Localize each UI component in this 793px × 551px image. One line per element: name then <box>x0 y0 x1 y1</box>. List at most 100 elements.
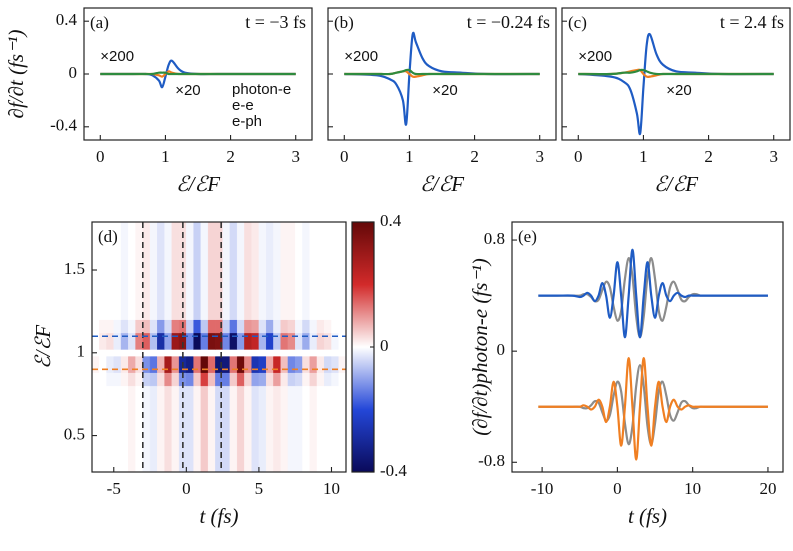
colorbar-tick-label: 0 <box>380 336 389 355</box>
y-tick-label: 0.4 <box>56 10 78 29</box>
heat-cell <box>338 349 347 357</box>
panel-label: (c) <box>568 13 587 32</box>
heat-cell <box>287 385 296 473</box>
heat-cell <box>193 385 202 473</box>
x-axis-label: t (fs) <box>199 504 238 528</box>
heat-cell <box>186 355 194 373</box>
heat-cell <box>324 332 332 350</box>
heat-cell <box>244 319 252 334</box>
heat-cell <box>295 385 303 473</box>
heat-cell <box>287 372 296 387</box>
heat-cell <box>157 372 165 387</box>
time-annotation: t = −0.24 fs <box>467 12 550 32</box>
heat-cell <box>142 319 151 334</box>
heat-cell <box>222 319 231 334</box>
heat-cell <box>135 385 144 473</box>
x-tick-label: 5 <box>255 479 264 498</box>
heat-cell <box>331 349 339 357</box>
heat-cell <box>171 355 180 373</box>
heat-cell <box>229 385 238 473</box>
heat-cell <box>222 349 231 357</box>
heat-cell <box>186 372 194 387</box>
heat-cell <box>120 385 129 473</box>
x-tick-label: 10 <box>684 479 701 498</box>
scale-label: ×200 <box>578 48 612 65</box>
heat-cell <box>265 372 274 387</box>
heat-cell <box>324 349 332 357</box>
heat-cell <box>171 332 180 350</box>
series-line <box>100 71 296 76</box>
heat-cell <box>324 221 332 320</box>
heat-cell <box>287 221 296 320</box>
heat-cell <box>244 349 252 357</box>
heat-cell <box>186 332 194 350</box>
heat-cell <box>128 349 136 357</box>
heat-cell <box>207 332 216 350</box>
heat-cell <box>193 221 202 320</box>
heat-cell <box>309 385 318 473</box>
heat-cell <box>302 319 310 334</box>
heat-cell <box>207 319 216 334</box>
heat-cell <box>171 319 180 334</box>
heat-cell <box>273 385 281 473</box>
legend-entry: photon-e <box>232 81 291 98</box>
x-tick-label: 2 <box>470 147 479 166</box>
heat-cell <box>178 385 187 473</box>
heat-cell <box>193 319 202 334</box>
heat-cell <box>99 319 107 334</box>
y-tick-label: 0.8 <box>484 229 505 248</box>
y-tick-label: 1.5 <box>64 259 85 278</box>
heat-cell <box>258 319 267 334</box>
heat-cell <box>316 349 325 357</box>
x-tick-label: 1 <box>161 147 170 166</box>
heat-cell <box>295 319 303 334</box>
heat-cell <box>164 221 173 320</box>
heat-cell <box>135 332 144 350</box>
heat-cell <box>120 332 129 350</box>
heat-cell <box>302 372 310 387</box>
heat-cell <box>113 349 122 357</box>
heat-cell <box>309 319 318 334</box>
heat-cell <box>91 372 100 387</box>
heat-cell <box>157 349 165 357</box>
heat-cell <box>128 355 136 373</box>
heat-cell <box>157 385 165 473</box>
heat-cell <box>99 349 107 357</box>
heat-cell <box>258 372 267 387</box>
legend-entry: e-e <box>232 97 254 114</box>
heat-cell <box>280 355 289 373</box>
heat-cell <box>200 221 209 320</box>
heat-cell <box>99 372 107 387</box>
heat-cell <box>338 385 347 473</box>
heat-cell <box>309 349 318 357</box>
heat-cell <box>200 349 209 357</box>
heat-cell <box>295 349 303 357</box>
heat-cell <box>287 332 296 350</box>
heat-cell <box>149 319 158 334</box>
time-annotation: t = −3 fs <box>245 12 306 32</box>
heat-cell <box>338 332 347 350</box>
heat-cell <box>207 385 216 473</box>
heat-cell <box>164 355 173 373</box>
heat-cell <box>200 372 209 387</box>
heat-cell <box>135 221 144 320</box>
heat-cell <box>244 372 252 387</box>
heat-cell <box>149 332 158 350</box>
panel: ×20 ×200 photon-ee-ee-ph 0 1 2 3 -0.4 0 0.4 (a) t =… <box>4 7 313 196</box>
heat-cell <box>258 385 267 473</box>
heat-cell <box>338 372 347 387</box>
heat-cell <box>309 355 318 373</box>
heat-cell <box>91 319 100 334</box>
heat-cell <box>324 355 332 373</box>
heat-cell <box>251 221 260 320</box>
heat-cell <box>99 355 107 373</box>
heat-cell <box>171 385 180 473</box>
heat-cell <box>207 221 216 320</box>
heat-cell <box>236 319 245 334</box>
colorbar-tick-label: 0.4 <box>380 211 402 230</box>
heat-cell <box>295 332 303 350</box>
heat-cell <box>302 385 310 473</box>
heat-cell <box>236 355 245 373</box>
heat-cell <box>106 355 114 373</box>
